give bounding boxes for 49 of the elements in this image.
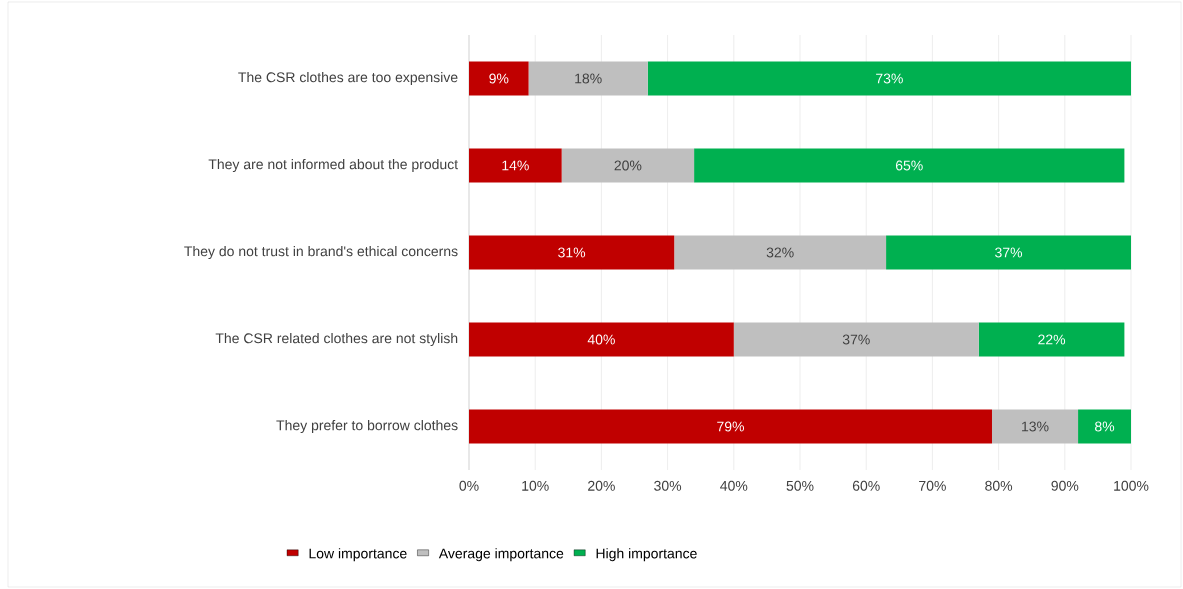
data-label: 9% xyxy=(489,73,509,84)
x-tick-label: 50% xyxy=(786,480,814,491)
legend-label: Average importance xyxy=(438,548,564,562)
data-label: 40% xyxy=(587,334,615,345)
bar xyxy=(469,409,992,444)
x-tick-label: 40% xyxy=(720,480,748,491)
y-tick-label: They prefer to borrow clothes xyxy=(276,419,458,434)
legend-label: Low importance xyxy=(309,548,407,562)
bar xyxy=(561,148,695,183)
bar xyxy=(991,409,1079,444)
x-tick-label: 20% xyxy=(588,480,615,491)
bar xyxy=(469,235,675,270)
bar xyxy=(1078,409,1132,444)
bar xyxy=(469,61,529,96)
data-label: 8% xyxy=(1095,421,1115,432)
data-label: 37% xyxy=(995,247,1023,258)
data-label: 20% xyxy=(614,160,642,171)
data-label: 73% xyxy=(876,73,903,84)
bar xyxy=(733,322,979,357)
y-tick-label: They do not trust in brand's ethical concerns xyxy=(184,245,458,260)
bar xyxy=(469,322,734,357)
bar xyxy=(528,61,648,96)
x-tick-label: 70% xyxy=(919,480,946,491)
data-label: 22% xyxy=(1038,334,1066,345)
bar xyxy=(978,322,1125,357)
x-tick-label: 10% xyxy=(522,480,549,491)
x-tick-label: 80% xyxy=(985,480,1013,491)
data-label: 32% xyxy=(766,247,794,258)
x-tick-label: 100% xyxy=(1114,480,1149,491)
bar xyxy=(469,148,562,183)
x-tick-label: 60% xyxy=(852,480,880,491)
data-label: 18% xyxy=(575,73,602,84)
bar xyxy=(674,235,887,270)
data-label: 79% xyxy=(717,421,745,432)
y-tick-label: The CSR related clothes are not stylish xyxy=(215,332,458,347)
x-tick-label: 90% xyxy=(1051,480,1079,491)
data-label: 13% xyxy=(1022,421,1049,432)
x-tick-label: 30% xyxy=(654,480,682,491)
bar xyxy=(886,235,1132,270)
data-label: 14% xyxy=(502,160,529,171)
legend-label: High importance xyxy=(596,548,697,562)
y-tick-label: They are not informed about the product xyxy=(208,158,458,173)
bar xyxy=(694,148,1125,183)
data-label: 37% xyxy=(842,334,870,345)
data-label: 31% xyxy=(558,247,586,258)
y-tick-label: The CSR clothes are too expensive xyxy=(238,71,458,86)
bar xyxy=(647,61,1132,96)
x-tick-label: 0% xyxy=(459,480,479,491)
data-label: 65% xyxy=(895,160,923,171)
